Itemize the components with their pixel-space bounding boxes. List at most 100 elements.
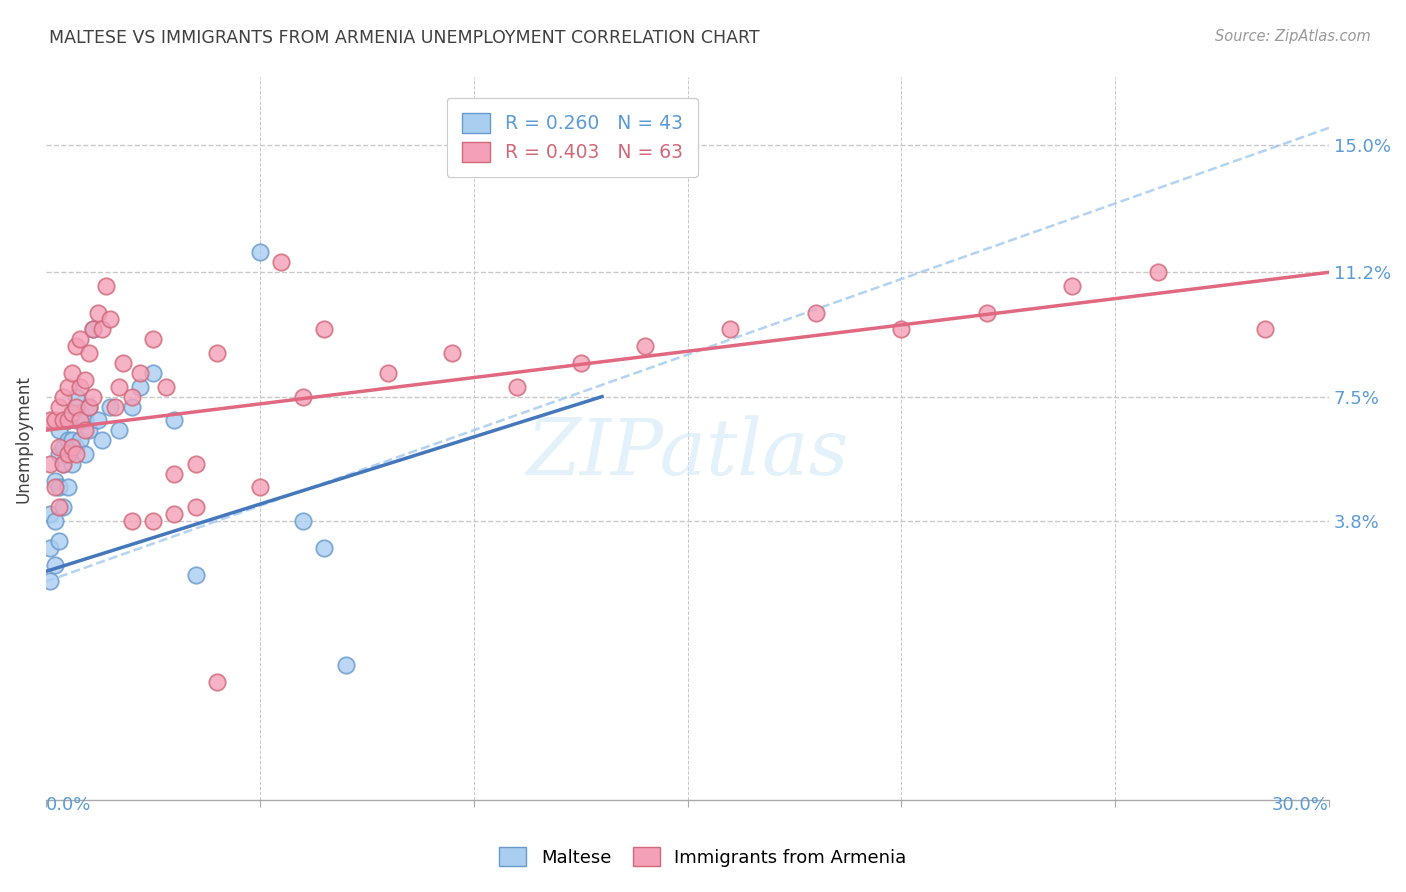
Point [69,379,91,393]
Point [249,480,271,494]
Point [184,500,207,515]
Point [44,413,66,427]
Point [86,305,108,319]
Point [129,379,152,393]
Point [73,413,96,427]
Point [73,447,96,461]
Point [69,406,91,420]
Point [44,514,66,528]
Text: MALTESE VS IMMIGRANTS FROM ARMENIA UNEMPLOYMENT CORRELATION CHART: MALTESE VS IMMIGRANTS FROM ARMENIA UNEMP… [49,29,759,46]
Point [48,400,70,414]
Point [73,373,96,387]
Point [804,305,827,319]
Point [48,480,70,494]
Legend: R = 0.260   N = 43, R = 0.403   N = 63: R = 0.260 N = 43, R = 0.403 N = 63 [447,97,697,178]
Point [48,447,70,461]
Y-axis label: Unemployment: Unemployment [15,375,32,502]
Point [77,400,100,414]
Point [335,658,357,673]
Point [60,440,83,454]
Point [718,322,741,336]
Text: 30.0%: 30.0% [1272,797,1329,814]
Point [48,500,70,515]
Point [291,390,314,404]
Point [108,423,131,437]
Point [69,333,91,347]
Text: ZIPatlas: ZIPatlas [526,415,849,491]
Point [65,400,87,414]
Point [65,390,87,404]
Point [98,400,121,414]
Point [184,457,207,471]
Point [314,541,336,555]
Point [69,434,91,448]
Point [90,434,112,448]
Point [39,457,62,471]
Point [65,339,87,353]
Point [77,400,100,414]
Point [104,400,127,414]
Point [441,346,464,360]
Point [1062,278,1084,293]
Point [73,423,96,437]
Point [52,457,75,471]
Point [56,379,79,393]
Point [69,413,91,427]
Point [60,434,83,448]
Point [184,567,207,582]
Point [65,440,87,454]
Point [142,514,165,528]
Point [108,379,131,393]
Point [129,366,152,380]
Point [291,514,314,528]
Legend: Maltese, Immigrants from Armenia: Maltese, Immigrants from Armenia [492,840,914,874]
Point [377,366,399,380]
Point [82,322,104,336]
Point [890,322,912,336]
Point [60,406,83,420]
Point [39,413,62,427]
Point [1254,322,1277,336]
Point [505,379,527,393]
Point [82,390,104,404]
Point [98,312,121,326]
Point [249,245,271,260]
Point [60,457,83,471]
Point [163,413,186,427]
Point [121,514,143,528]
Point [270,255,292,269]
Point [60,366,83,380]
Point [1147,265,1170,279]
Point [65,447,87,461]
Point [163,467,186,481]
Point [56,480,79,494]
Point [634,339,657,353]
Point [77,346,100,360]
Point [52,390,75,404]
Point [94,278,117,293]
Point [314,322,336,336]
Point [207,346,229,360]
Point [44,558,66,572]
Point [569,356,592,370]
Point [48,440,70,454]
Point [52,457,75,471]
Point [52,413,75,427]
Point [39,541,62,555]
Point [90,322,112,336]
Point [82,322,104,336]
Point [56,413,79,427]
Point [207,675,229,690]
Text: Source: ZipAtlas.com: Source: ZipAtlas.com [1215,29,1371,44]
Point [39,574,62,589]
Point [77,423,100,437]
Point [142,333,165,347]
Point [163,507,186,521]
Text: 0.0%: 0.0% [46,797,91,814]
Point [86,413,108,427]
Point [60,406,83,420]
Point [44,480,66,494]
Point [56,434,79,448]
Point [142,366,165,380]
Point [976,305,998,319]
